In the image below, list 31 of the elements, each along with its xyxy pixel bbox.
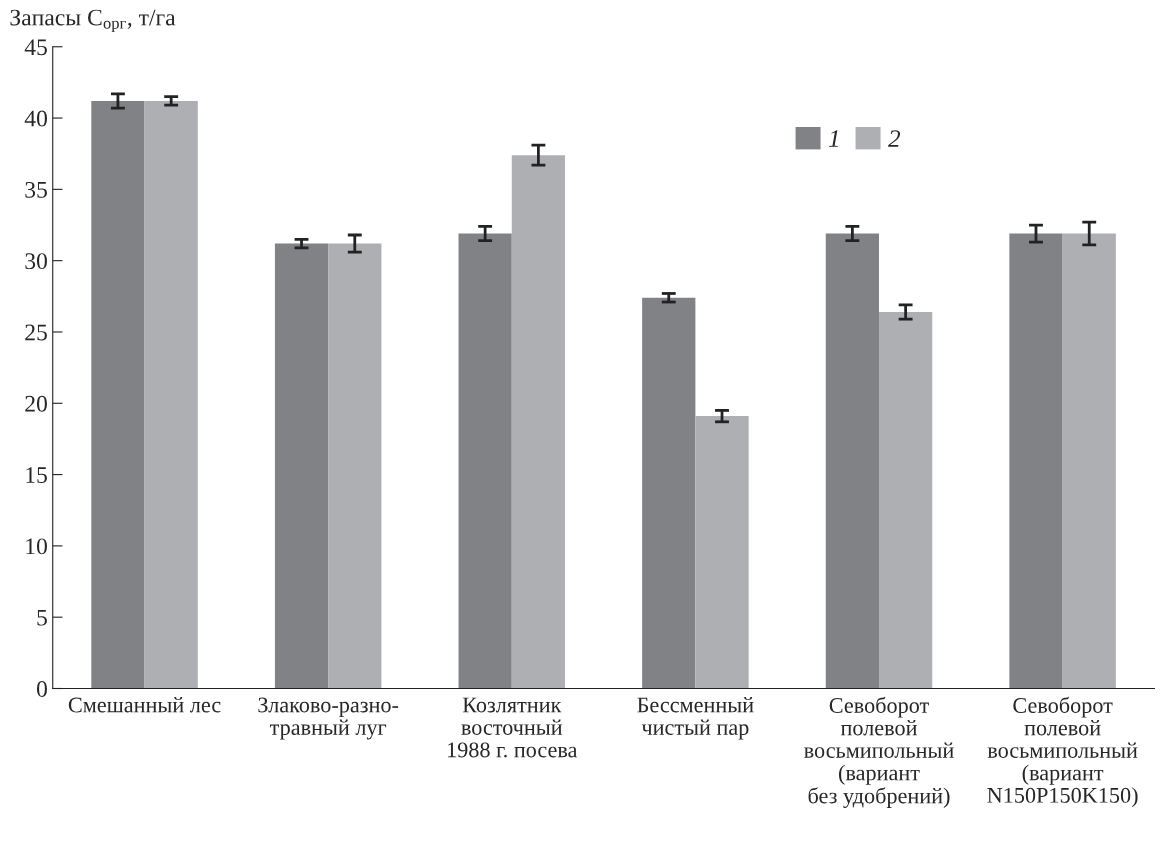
x-tick-label: Севоборот полевой восьмипольный (вариант без удобрений) [804,696,954,808]
y-tick-label: 0 [36,680,47,697]
x-tick-label: Злаково-разно- травный луг [258,697,399,740]
x-tick-label: Смешанный лес [68,697,221,713]
y-tick-label: 45 [24,39,47,56]
bar [144,100,198,689]
x-tick-label: Бессменный чистый пар [637,697,754,740]
x-tick-label: Севоборот полевой восьмипольный (вариант N150P150K150) [987,696,1138,808]
bar [825,233,879,689]
x-tick-label: Козлятник восточный 1988 г. посева [448,697,578,758]
y-tick-label: 30 [25,253,47,270]
y-tick-label: 5 [37,609,47,626]
y-tick-label: 40 [24,110,47,127]
bar [879,312,933,689]
y-tick-label: 20 [25,395,47,412]
bar [1009,233,1063,689]
bar [274,243,329,689]
y-tick-label: 10 [26,538,47,555]
bar [328,243,382,689]
legend-label: 1 [828,130,838,147]
y-axis-title: Запасы C$_{орг}$, т/га [10,9,176,33]
y-tick-label: 25 [25,324,47,341]
y-tick-label: 35 [25,181,47,198]
bar [458,233,512,689]
bar [511,155,566,689]
bar [91,100,145,689]
y-tick-label: 15 [26,467,47,484]
bar [695,416,749,689]
bar [1062,233,1116,689]
bar [642,297,696,689]
legend-label: 2 [888,130,901,147]
